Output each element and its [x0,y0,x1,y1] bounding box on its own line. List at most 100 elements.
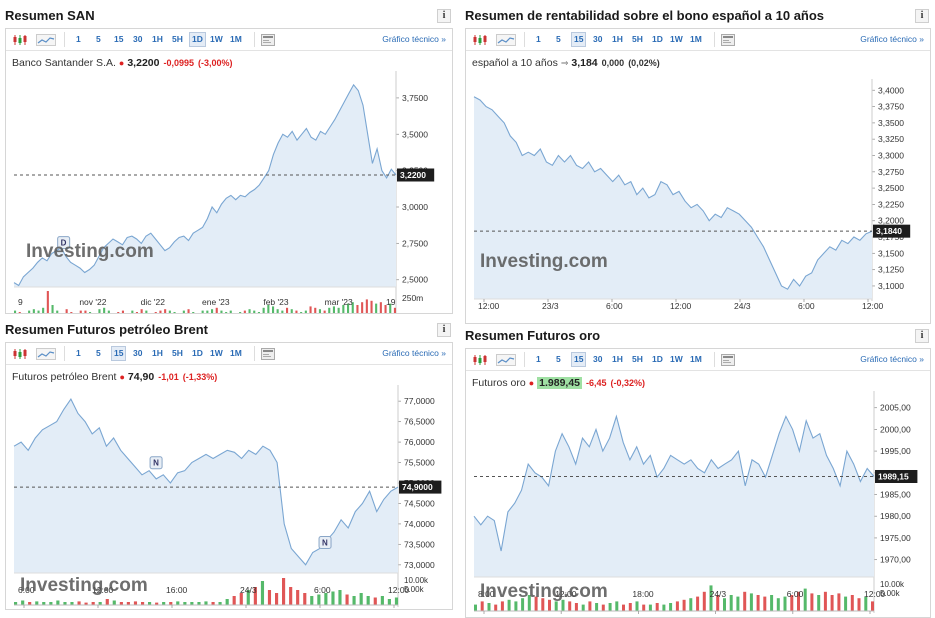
timeframe-5H[interactable]: 5H [172,34,183,44]
volume-bar [218,602,222,605]
volume-bar [527,595,531,611]
y-tick-label: 3,3000 [878,150,904,160]
candlestick-icon[interactable] [12,34,28,46]
y-tick-label: 2,7500 [402,238,428,248]
price-chart[interactable]: 2005,002000,001995,001990,001985,001980,… [466,349,930,617]
timeframe-1H[interactable]: 1H [612,34,623,44]
info-icon[interactable]: i [915,329,929,343]
timeframe-5[interactable]: 5 [556,354,561,364]
timeframe-5H[interactable]: 5H [172,348,183,358]
event-marker-label: D [61,239,67,248]
volume-bar [561,599,565,611]
volume-bar [507,599,511,611]
timeframe-1M[interactable]: 1M [690,354,702,364]
timeframe-1M[interactable]: 1M [690,34,702,44]
timeframe-1W[interactable]: 1W [670,354,683,364]
technical-chart-link[interactable]: Gráfico técnico » [382,348,446,358]
volume-bar [112,600,116,605]
candlestick-icon[interactable] [12,348,28,360]
y-tick-label: 77,0000 [404,396,435,406]
volume-bar [723,598,726,611]
event-marker[interactable] [57,236,71,250]
timeframe-1[interactable]: 1 [76,348,81,358]
volume-bar [28,602,32,605]
event-marker[interactable] [318,536,332,549]
volume-bar [669,603,673,611]
timeframe-1W[interactable]: 1W [670,34,683,44]
timeframe-15[interactable]: 15 [114,34,124,44]
volume-bar [736,596,740,611]
event-marker[interactable] [149,456,163,470]
timeframe-1D[interactable]: 1D [652,354,663,364]
volume-bar [70,602,74,605]
timeframe-1M[interactable]: 1M [230,34,242,44]
timeframe-30[interactable]: 30 [133,348,143,358]
timeframe-1D[interactable]: 1D [192,348,203,358]
volume-bar [375,303,378,313]
volume-bar [776,598,780,611]
price-area [14,84,396,287]
volume-bar [148,602,152,605]
timeframe-5[interactable]: 5 [96,34,101,44]
volume-bar [749,593,753,611]
indicators-icon[interactable] [721,354,735,366]
timeframe-15[interactable]: 15 [571,32,587,47]
area-chart-icon[interactable] [496,34,516,46]
x-tick-label: 6:00 [314,585,331,595]
timeframe-5[interactable]: 5 [556,34,561,44]
y-tick-label: 3,4000 [878,85,904,95]
timeframe-5H[interactable]: 5H [632,34,643,44]
timeframe-1[interactable]: 1 [536,354,541,364]
timeframe-1H[interactable]: 1H [612,354,623,364]
price-area [14,399,398,573]
y-tick-label: 3,1000 [878,281,904,291]
info-icon[interactable]: i [915,9,929,23]
timeframe-1M[interactable]: 1M [230,348,242,358]
timeframe-1H[interactable]: 1H [152,348,163,358]
technical-chart-link[interactable]: Gráfico técnico » [382,34,446,44]
candlestick-icon[interactable] [472,354,488,366]
volume-bar [84,602,88,605]
candlestick-icon[interactable] [472,34,488,46]
timeframe-1H[interactable]: 1H [152,34,163,44]
volume-bar [337,307,340,313]
technical-chart-link[interactable]: Gráfico técnico » [860,354,924,364]
price-chart[interactable]: 3,4000 3,3750 3,3500 3,3250 3,3000 3,2750 3,25… [466,29,930,323]
timeframe-1D[interactable]: 1D [652,34,663,44]
volume-bar [332,306,335,313]
timeframe-5[interactable]: 5 [96,348,101,358]
area-chart-icon[interactable] [496,354,516,366]
price-chart[interactable]: 77,000076,500076,000075,500075,000074,50… [6,343,452,609]
info-icon[interactable]: i [437,9,451,23]
timeframe-1W[interactable]: 1W [210,348,223,358]
area-chart-icon[interactable] [36,348,56,360]
toolbar-divider [714,352,715,367]
timeframe-5H[interactable]: 5H [632,354,643,364]
volume-bar [98,309,101,313]
timeframe-1[interactable]: 1 [536,34,541,44]
chart-toolbar: 1 5 15 30 1H 5H 1D 1W 1M Gráfico técnico » [466,29,930,51]
info-icon[interactable]: i [437,323,451,337]
y-tick-label: 3,2750 [878,167,904,177]
area-chart-icon[interactable] [36,34,56,46]
indicators-icon[interactable] [261,348,275,360]
indicators-icon[interactable] [721,34,735,46]
timeframe-30[interactable]: 30 [133,34,143,44]
timeframe-30[interactable]: 30 [593,34,603,44]
timeframe-15[interactable]: 15 [571,352,587,367]
chart-box: 1 5 15 30 1H 5H 1D 1W 1M Gráfico técnico » español… [465,28,931,324]
volume-bar [303,593,307,605]
timeframe-15[interactable]: 15 [111,346,127,361]
volume-bar [117,312,120,313]
technical-chart-link[interactable]: Gráfico técnico » [860,34,924,44]
volume-bar [32,309,35,313]
indicators-icon[interactable] [261,34,275,46]
price-change-pct: (-1,33%) [182,372,218,382]
x-tick-label: 12:00 [670,301,692,311]
timeframe-1W[interactable]: 1W [210,34,223,44]
timeframe-1D[interactable]: 1D [189,32,206,47]
y-tick-label: 2000,00 [880,424,911,434]
timeframe-30[interactable]: 30 [593,354,603,364]
timeframe-1[interactable]: 1 [76,34,81,44]
price-chart[interactable]: 3,75003,50003,25003,00002,75002,50003,22… [6,29,452,313]
